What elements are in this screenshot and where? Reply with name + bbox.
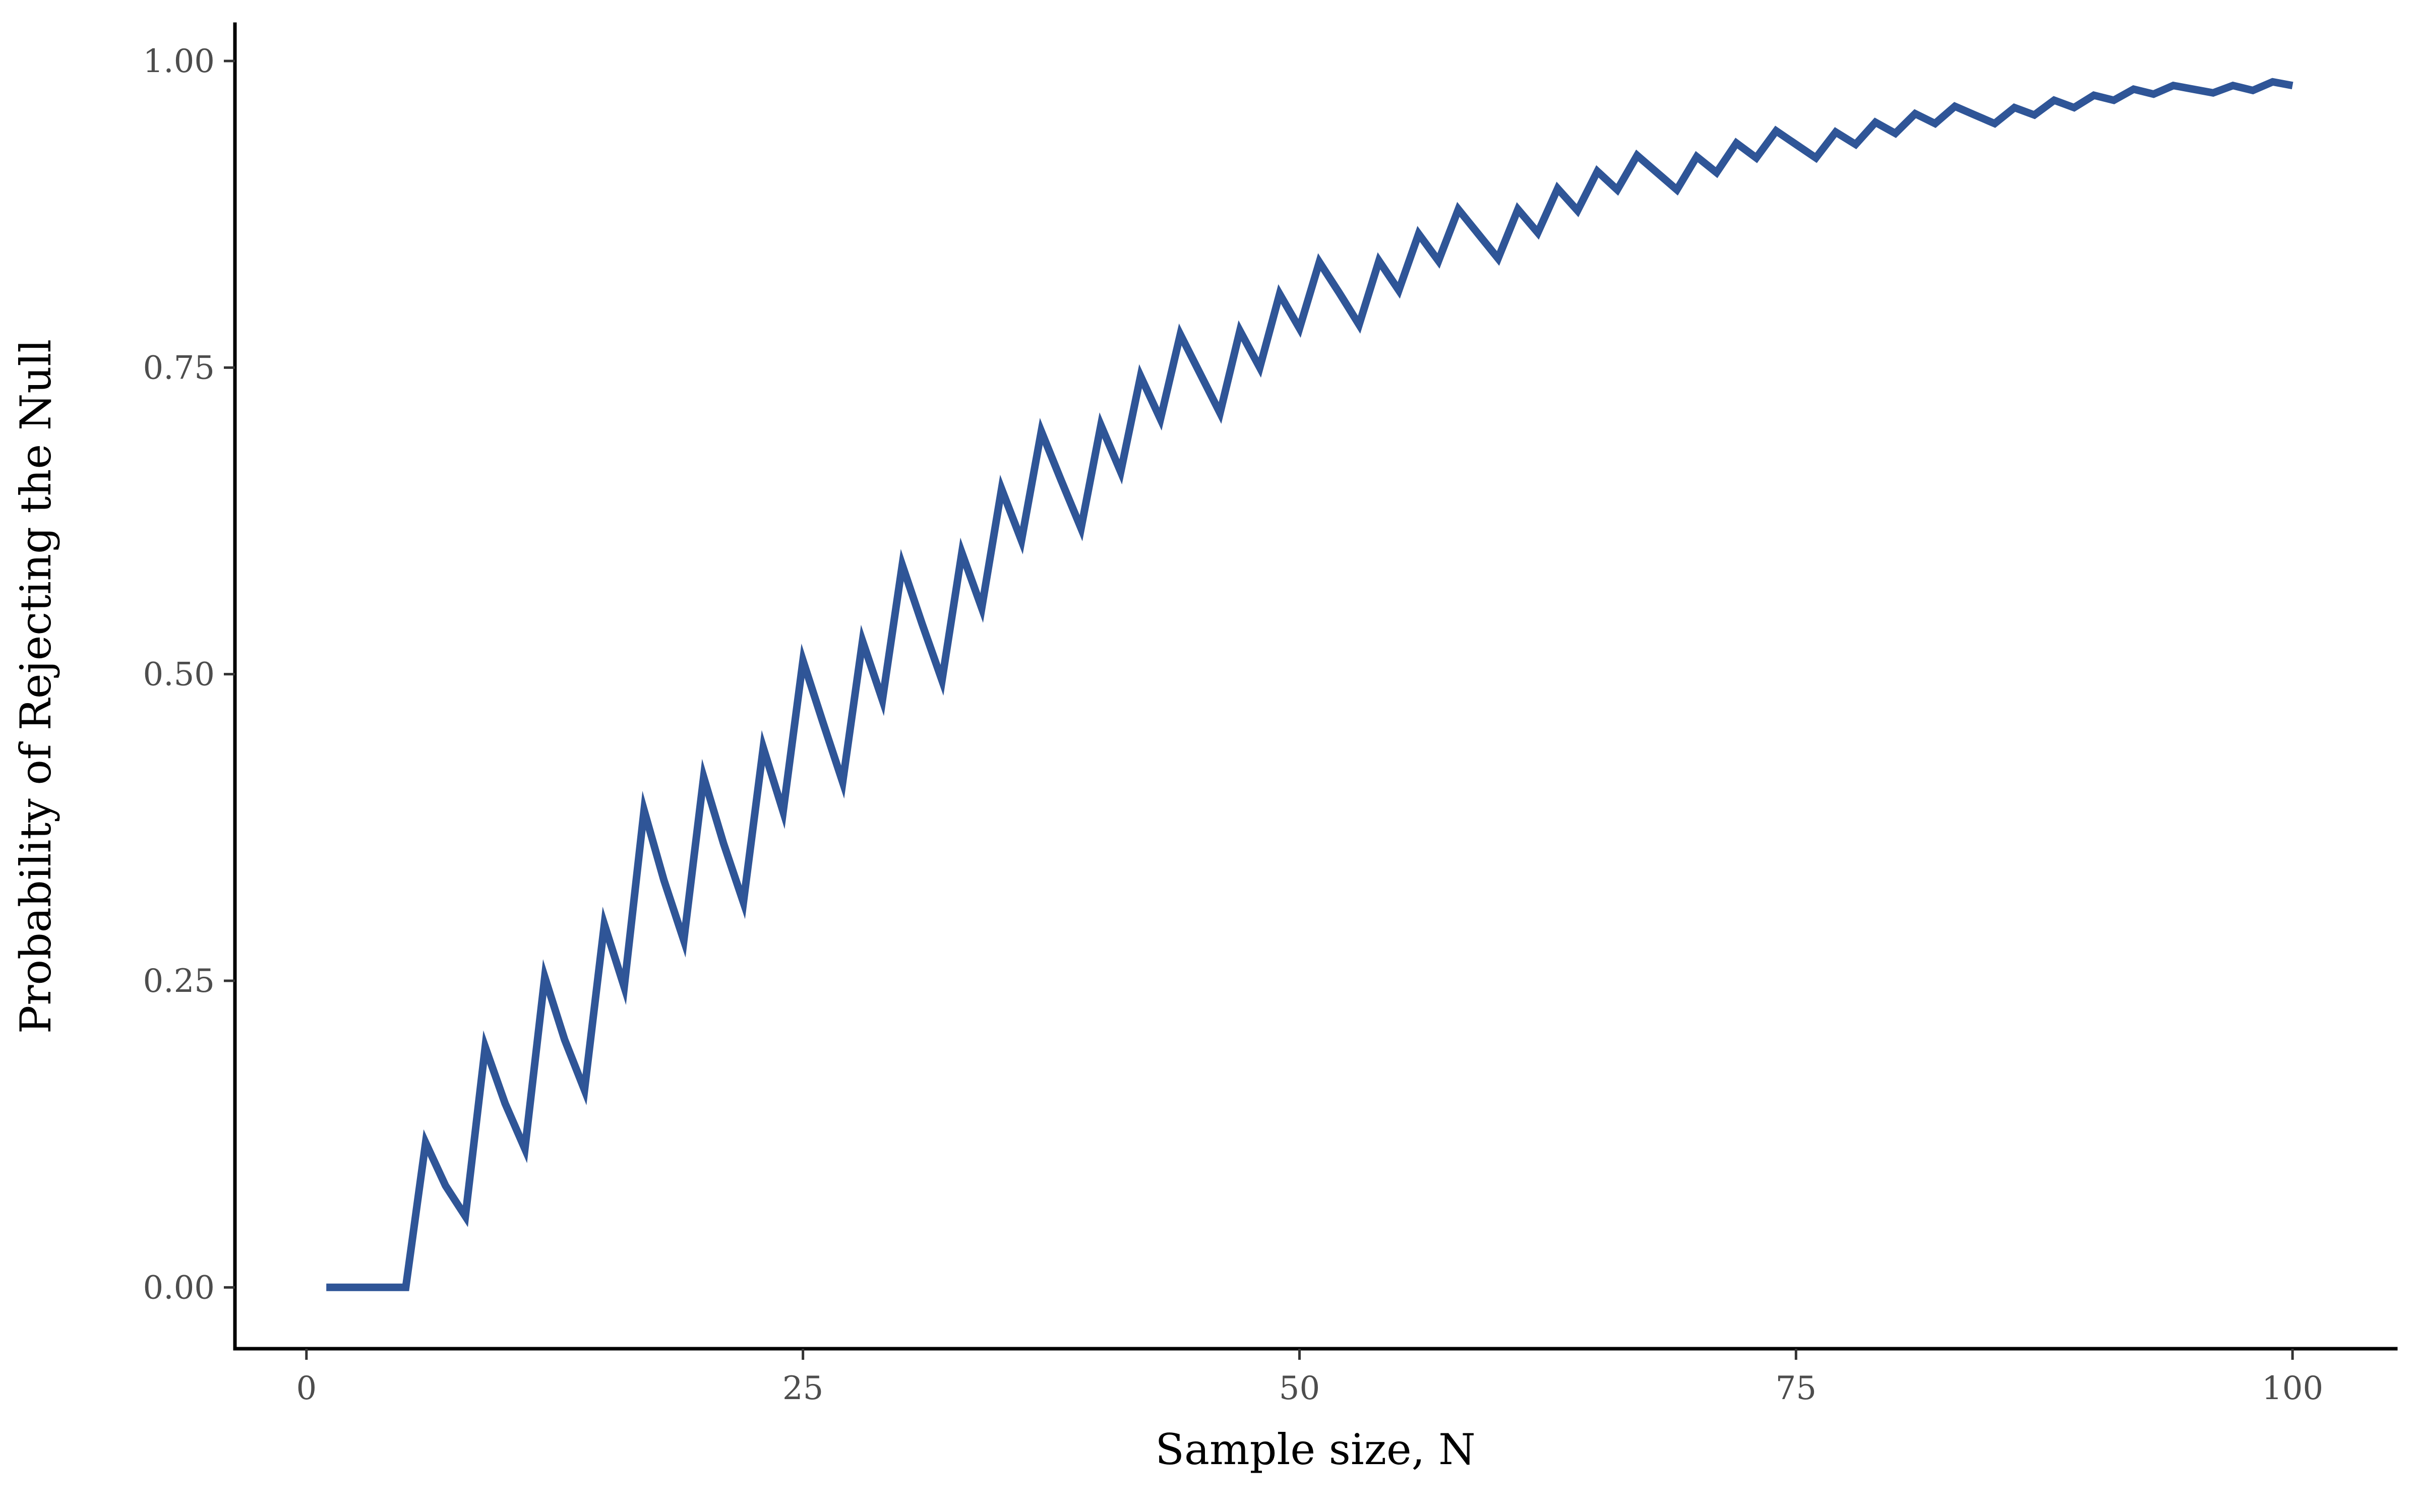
x-tick-label: 50 — [1279, 1370, 1320, 1407]
y-tick-label: 0.25 — [143, 963, 215, 1000]
y-tick-label: 1.00 — [143, 43, 215, 80]
x-axis-ticks: 0 25 50 75 100 — [296, 1349, 2323, 1407]
x-tick-label: 75 — [1776, 1370, 1817, 1407]
y-tick-label: 0.00 — [143, 1269, 215, 1306]
series-line — [326, 78, 2293, 1291]
plot-area — [326, 78, 2293, 1291]
x-axis-title: Sample size, N — [1155, 1425, 1475, 1474]
y-axis-ticks: 0.00 0.25 0.50 0.75 1.00 — [143, 43, 235, 1306]
axes — [233, 22, 2398, 1351]
x-tick-label: 0 — [296, 1370, 317, 1407]
x-tick-label: 100 — [2262, 1370, 2323, 1407]
y-tick-label: 0.50 — [143, 656, 215, 694]
y-tick-label: 0.75 — [143, 349, 215, 387]
x-tick-label: 25 — [782, 1370, 823, 1407]
y-axis-title: Probability of Rejecting the Null — [11, 339, 60, 1034]
